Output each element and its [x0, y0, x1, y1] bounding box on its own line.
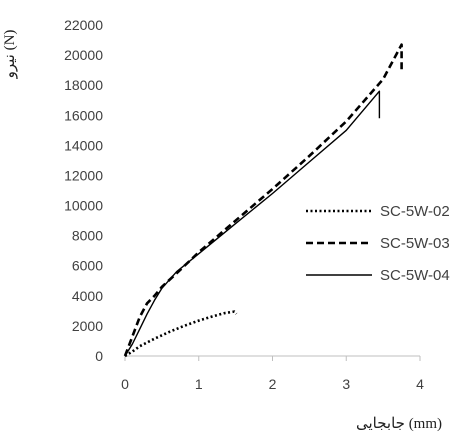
y-tick-label: 14000 [64, 137, 103, 153]
legend-label: SC-5W-02 [380, 203, 450, 220]
y-tick-label: 0 [95, 348, 103, 364]
y-tick-label: 2000 [72, 318, 103, 334]
y-axis-title: نیرو (N) [2, 30, 18, 80]
x-tick-label: 2 [269, 376, 277, 392]
x-tick-label: 3 [342, 376, 350, 392]
x-tick-label: 0 [121, 376, 129, 392]
series-layer [123, 43, 403, 358]
legend-label: SC-5W-04 [380, 267, 450, 284]
y-tick-label: 16000 [64, 107, 103, 123]
legend-label: SC-5W-03 [380, 235, 450, 252]
x-tick-label: 1 [195, 376, 203, 392]
legend: SC-5W-02 SC-5W-03 SC-5W-04 [306, 203, 450, 284]
y-tick-label: 4000 [72, 288, 103, 304]
y-axis-ticks: 0 2000 4000 6000 8000 10000 12000 14000 16000 180… [64, 17, 103, 364]
y-tick-label: 6000 [72, 258, 103, 274]
y-tick-label: 20000 [64, 47, 103, 63]
x-axis-ticks: 0 1 2 3 4 [121, 356, 424, 392]
y-tick-label: 22000 [64, 17, 103, 33]
y-tick-label: 12000 [64, 167, 103, 183]
series-line-sc-5w-03 [123, 43, 403, 357]
x-tick-label: 4 [416, 376, 424, 392]
series-line-sc-5w-04 [124, 90, 381, 357]
y-tick-label: 10000 [64, 198, 103, 214]
y-tick-label: 8000 [72, 228, 103, 244]
x-axis-title: جابجایی (mm) [356, 416, 442, 432]
y-tick-label: 18000 [64, 77, 103, 93]
series-line-sc-5w-02 [124, 310, 238, 358]
